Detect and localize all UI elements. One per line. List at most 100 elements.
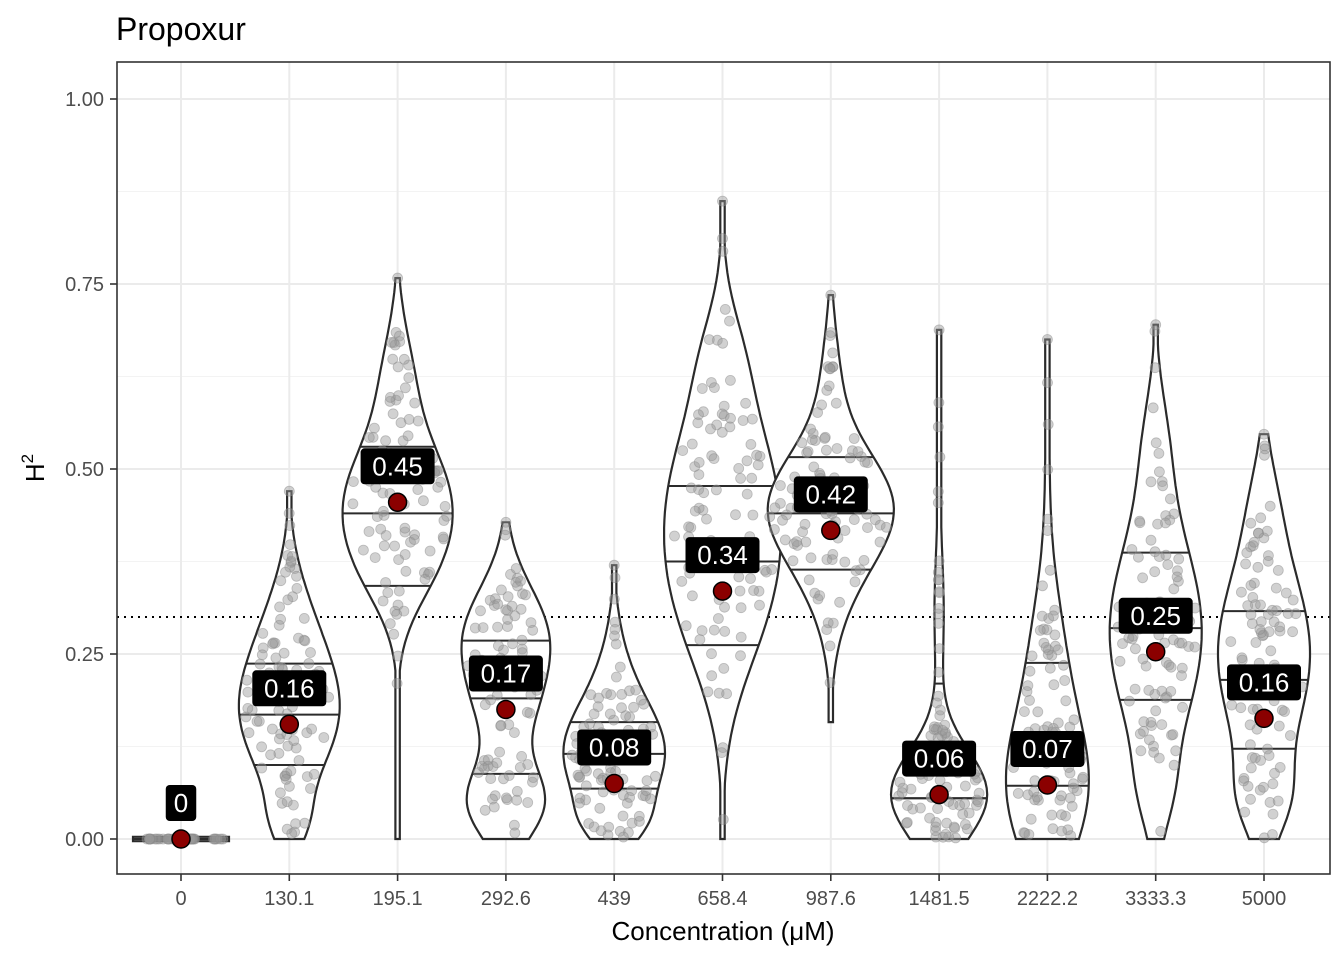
data-point: [299, 817, 311, 829]
data-point: [741, 455, 753, 467]
data-point: [308, 768, 320, 780]
data-point: [384, 391, 396, 403]
data-point: [286, 551, 298, 562]
data-point: [839, 556, 851, 568]
mean-label-box: [902, 740, 977, 777]
data-point: [1245, 793, 1256, 805]
data-point: [1266, 604, 1278, 616]
data-point: [368, 422, 380, 434]
data-point: [616, 702, 627, 714]
data-point: [1168, 583, 1180, 595]
data-point: [306, 723, 318, 735]
data-point: [970, 774, 981, 786]
data-point: [819, 432, 831, 444]
data-point: [932, 608, 944, 620]
data-point: [706, 377, 717, 388]
data-point: [725, 374, 736, 386]
data-point: [290, 818, 302, 830]
data-point: [492, 640, 504, 652]
data-point: [734, 585, 746, 597]
data-point: [298, 613, 310, 624]
data-point: [932, 497, 944, 509]
data-point: [706, 670, 718, 682]
data-point: [499, 529, 511, 541]
data-point: [1022, 680, 1034, 691]
data-point: [1028, 786, 1040, 798]
mean-label: 0.06: [914, 744, 965, 774]
mean-label-box: [1227, 664, 1301, 701]
data-point: [500, 524, 512, 536]
mean-marker-1: [279, 714, 300, 735]
mean-marker-5: [712, 581, 733, 601]
data-point: [880, 521, 892, 533]
data-point: [730, 509, 741, 521]
data-point: [1225, 636, 1237, 647]
y-axis-title-superscript: 2: [18, 454, 37, 463]
data-point: [597, 786, 609, 798]
data-point: [640, 785, 652, 796]
data-point: [775, 497, 786, 509]
data-point: [299, 635, 311, 647]
data-point: [752, 459, 764, 471]
data-point: [901, 817, 913, 828]
data-point: [424, 566, 436, 578]
data-point: [702, 686, 714, 698]
data-point: [572, 769, 584, 781]
data-point: [827, 347, 839, 359]
data-point: [933, 603, 945, 614]
data-point: [687, 590, 698, 602]
data-point: [1171, 571, 1183, 583]
data-point: [399, 382, 411, 394]
y-tick-label: 0.00: [65, 829, 104, 851]
mean-label: 0.25: [1130, 601, 1181, 631]
data-point: [1137, 653, 1149, 665]
mean-label: 0.17: [481, 659, 532, 689]
data-point: [745, 573, 756, 584]
data-point: [719, 626, 731, 637]
data-point: [265, 749, 277, 761]
data-point: [369, 552, 381, 563]
y-axis-title: H2: [18, 454, 50, 482]
data-point: [1037, 580, 1048, 592]
data-point: [1270, 582, 1282, 594]
data-point: [510, 563, 522, 574]
mean-label: 0.42: [805, 479, 856, 509]
data-point: [1273, 720, 1285, 732]
data-point: [506, 600, 518, 612]
data-point: [509, 727, 520, 738]
data-point: [1058, 659, 1069, 671]
data-point: [1154, 466, 1165, 478]
data-point: [270, 652, 282, 664]
data-point: [388, 628, 400, 640]
data-point: [1274, 625, 1286, 637]
data-point: [1066, 800, 1078, 812]
data-point: [669, 530, 680, 542]
x-tick-label: 3333.3: [1125, 888, 1186, 910]
data-point: [1255, 616, 1267, 627]
data-point: [948, 821, 960, 833]
data-point: [701, 513, 712, 525]
data-point: [1019, 827, 1031, 839]
data-point: [293, 632, 304, 644]
data-point: [1024, 665, 1036, 677]
y-tick-label: 0.50: [65, 459, 104, 481]
data-point: [363, 526, 375, 537]
data-point: [1250, 637, 1262, 648]
data-point: [680, 620, 692, 632]
data-point: [1241, 547, 1253, 559]
data-point: [400, 565, 412, 577]
data-point: [740, 397, 751, 409]
data-point: [930, 821, 942, 833]
data-point: [257, 628, 269, 639]
data-point: [1267, 829, 1278, 840]
data-point: [318, 732, 330, 743]
data-point: [725, 412, 736, 424]
data-point: [1149, 688, 1161, 700]
data-point: [1226, 699, 1238, 711]
mean-label-box: [577, 729, 652, 766]
data-point: [392, 650, 404, 662]
data-point: [1040, 642, 1052, 653]
data-point: [717, 233, 728, 244]
data-point: [617, 810, 629, 822]
data-point: [394, 336, 406, 348]
